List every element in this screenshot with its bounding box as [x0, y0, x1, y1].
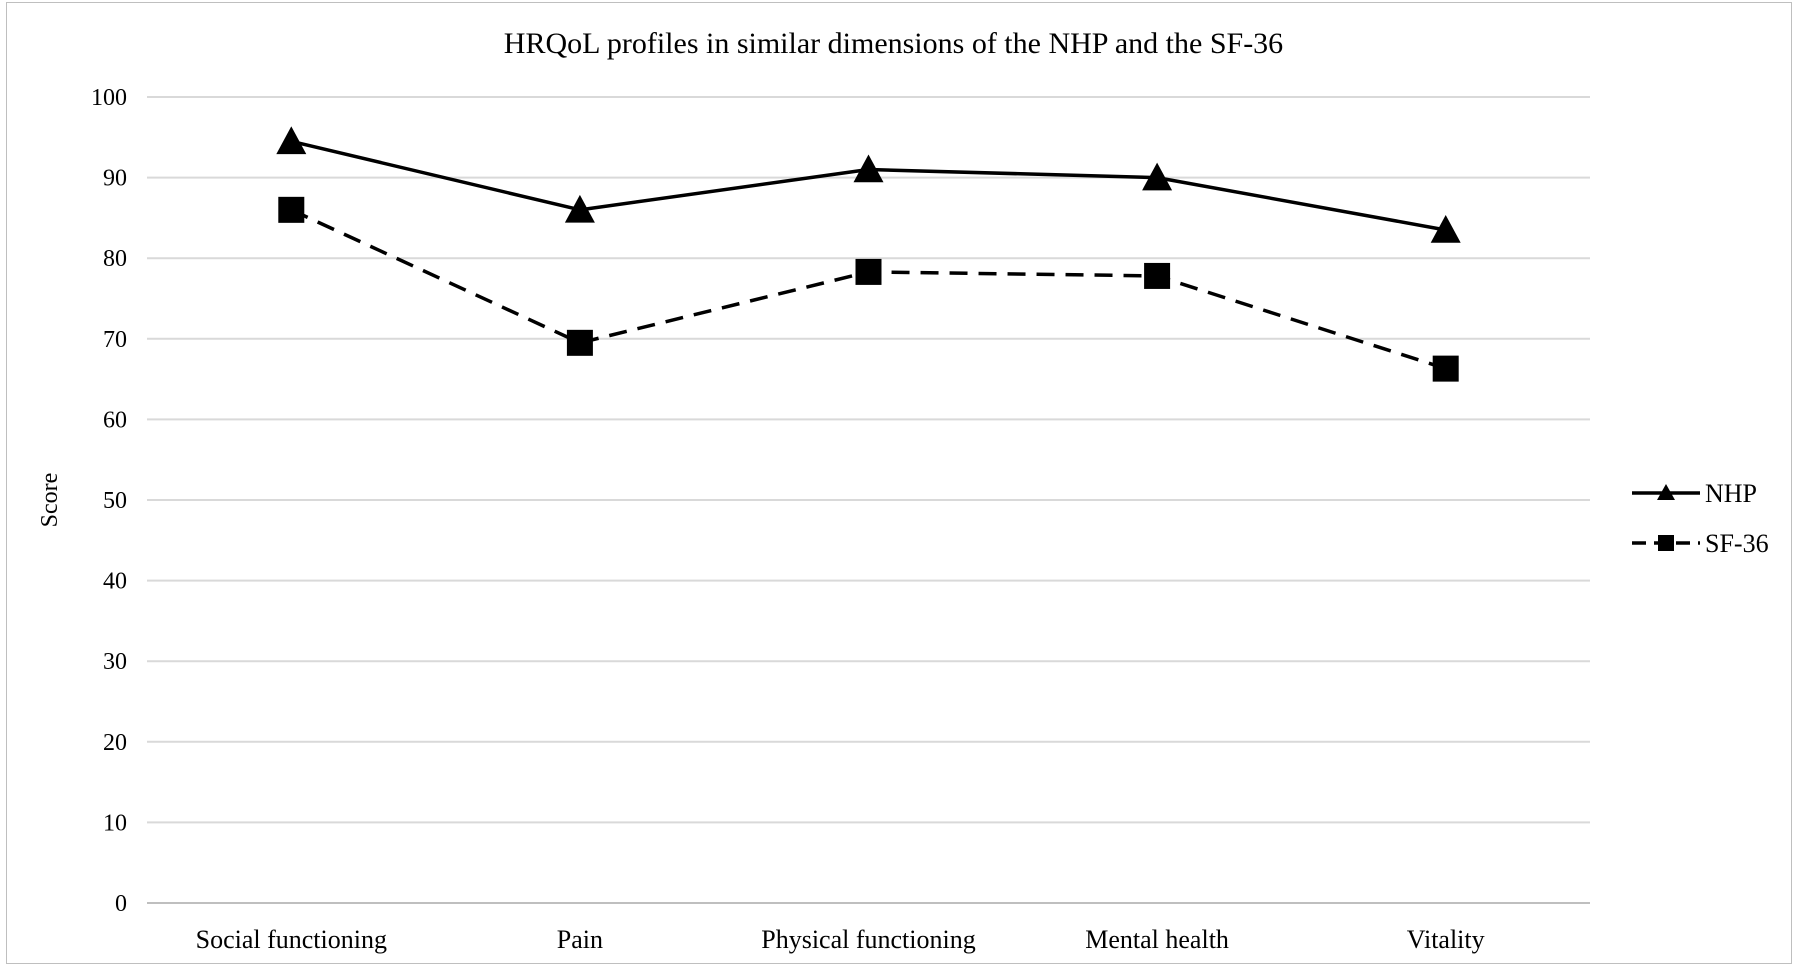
triangle-marker	[564, 194, 595, 223]
y-tick-label: 80	[103, 246, 127, 272]
line-chart: HRQoL profiles in similar dimensions of …	[37, 27, 1769, 954]
legend-item: NHP	[1632, 479, 1757, 508]
square-marker	[566, 329, 593, 356]
x-category-label: Physical functioning	[761, 925, 975, 954]
x-category-labels: Social functioning Pain Physical functioni…	[196, 925, 1485, 954]
y-tick-label: 60	[103, 407, 127, 433]
y-tick-label: 20	[103, 730, 127, 756]
square-marker	[1432, 355, 1459, 382]
square-marker	[855, 258, 882, 285]
triangle-marker	[1430, 214, 1461, 243]
legend-label: NHP	[1705, 479, 1757, 508]
square-marker	[1144, 262, 1171, 289]
triangle-marker	[1142, 162, 1173, 191]
series-line	[290, 208, 1447, 371]
x-category-label: Social functioning	[196, 925, 387, 954]
chart-frame: HRQoL profiles in similar dimensions of …	[6, 2, 1792, 964]
chart-title: HRQoL profiles in similar dimensions of …	[504, 27, 1283, 60]
y-tick-label: 70	[103, 327, 127, 353]
legend-label: SF-36	[1705, 529, 1769, 558]
x-category-label: Vitality	[1407, 925, 1485, 954]
x-category-label: Mental health	[1085, 925, 1229, 954]
gridlines	[147, 96, 1590, 904]
y-axis-title: Score	[37, 473, 63, 528]
series-layer	[276, 126, 1461, 382]
y-tick-label: 50	[103, 488, 127, 514]
y-tick-label: 30	[103, 649, 127, 675]
legend-square-marker	[1658, 535, 1674, 551]
legend-triangle-marker	[1657, 484, 1675, 500]
x-category-label: Pain	[557, 925, 603, 954]
square-marker	[278, 196, 305, 223]
triangle-marker	[853, 154, 884, 183]
legend-item: SF-36	[1632, 529, 1769, 558]
triangle-marker	[276, 126, 307, 155]
y-tick-label: 90	[103, 166, 127, 192]
y-tick-label: 0	[115, 891, 127, 917]
series-sf-36	[278, 196, 1459, 382]
y-tick-label: 40	[103, 569, 127, 595]
legend: NHP SF-36	[1632, 479, 1769, 558]
y-tick-label: 100	[91, 85, 127, 111]
y-tick-label: 10	[103, 810, 127, 836]
y-tick-labels: 0 10 20 30 40 50 60 70 80 90 100	[91, 85, 127, 917]
series-nhp	[276, 126, 1461, 243]
